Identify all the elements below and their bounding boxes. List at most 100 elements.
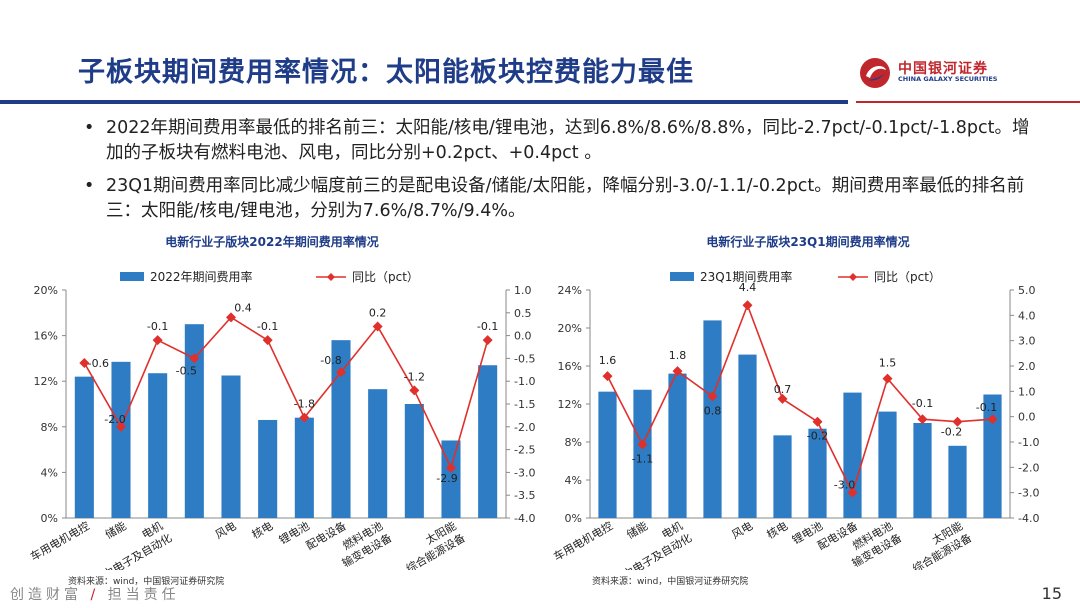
y-right-tick-label: -4.0	[1018, 512, 1039, 525]
bullet-dot-icon: •	[84, 118, 95, 138]
line-point-10	[446, 462, 456, 473]
bar-9	[913, 423, 932, 518]
data-label-4: 0.4	[234, 301, 252, 314]
title-underline-accent	[856, 101, 1080, 103]
data-label-7: -3.0	[834, 479, 855, 492]
line-point-3	[707, 391, 718, 402]
y-right-tick-label: 3.0	[1018, 335, 1036, 348]
y-right-tick-label: 2.0	[1018, 360, 1036, 373]
line-point-6	[299, 412, 310, 423]
data-label-0: 1.6	[599, 354, 617, 367]
data-label-10: -0.2	[941, 426, 962, 439]
y-left-tick-label: 4%	[41, 466, 58, 479]
y-right-tick-label: -0.5	[514, 352, 535, 365]
bar-7	[331, 340, 351, 518]
y-right-tick-label: -1.0	[1018, 436, 1039, 449]
y-right-tick-label: -1.5	[514, 398, 535, 411]
data-label-10: -2.9	[436, 472, 457, 485]
bar-6	[808, 428, 827, 518]
line-point-5	[262, 335, 273, 346]
bar-11	[983, 394, 1002, 518]
y-left-tick-label: 4%	[565, 474, 582, 487]
line-point-7	[336, 367, 346, 378]
chart-title: 电新行业子版块23Q1期间费用率情况	[706, 234, 909, 249]
data-label-2: 1.8	[669, 349, 687, 362]
chart-23q1-svg: 电新行业子版块23Q1期间费用率情况 23Q1期间费用率 同比（pct） 0% 4% 8%…	[551, 234, 1040, 587]
data-label-5: -0.1	[257, 320, 278, 333]
y-right-tick-label: -3.0	[1018, 487, 1039, 500]
bullet-item: • 23Q1期间费用率同比减少幅度前三的是配电设备/储能/太阳能，降幅分别-3.…	[84, 174, 1034, 224]
title-underline	[0, 100, 848, 104]
y-right-tick-label: -3.5	[514, 489, 535, 502]
bar-11	[478, 365, 498, 518]
line-point-9	[409, 385, 420, 396]
y-right-tick-label: 0.0	[514, 330, 532, 343]
data-label-6: -1.8	[294, 398, 315, 411]
page-number: 15	[1041, 584, 1062, 603]
data-label-9: -1.2	[404, 370, 425, 383]
y-left-tick-label: 16%	[558, 360, 582, 373]
bar-0	[74, 376, 94, 518]
y-left-tick-label: 20%	[558, 322, 582, 335]
chart-2022-expense-ratio: 电新行业子版块2022年期间费用率情况 2022年期间费用率 同比（pct） 0% 4%…	[0, 230, 540, 587]
y-left-tick-label: 20%	[34, 284, 58, 297]
line-point-6	[812, 416, 823, 427]
category-label-4: 风电	[213, 519, 239, 541]
line-point-11	[987, 414, 998, 425]
slogan-slash: /	[90, 587, 100, 603]
y-left-tick-label: 8%	[565, 436, 582, 449]
bar-10	[948, 445, 967, 518]
line-point-4	[742, 300, 753, 311]
y-right-tick-label: 1.0	[1018, 385, 1036, 398]
line-point-9	[917, 414, 928, 425]
category-label-2: 电力电子及自动化	[91, 530, 174, 570]
series-line	[83, 316, 489, 471]
y-right-tick-label: -2.0	[514, 421, 535, 434]
y-right-tick-label: -2.5	[514, 444, 535, 457]
y-left-tick-label: 12%	[34, 375, 58, 388]
y-left-tick-label: 16%	[34, 330, 58, 343]
legend-bar-label: 23Q1期间费用率	[700, 269, 792, 284]
logo-english-name: CHINA GALAXY SECURITIES	[898, 75, 998, 83]
bar-6	[294, 417, 314, 518]
y-right-tick-label: -3.0	[514, 466, 535, 479]
series-line	[606, 302, 993, 495]
category-label-1: 储能	[624, 518, 650, 541]
y-right-tick-label: 1.0	[514, 284, 532, 297]
data-label-5: 0.7	[774, 383, 792, 396]
source-note-right: 资料来源：wind，中国银河证券研究院	[592, 577, 749, 587]
data-label-1: -2.0	[104, 413, 125, 426]
line-point-4	[226, 312, 236, 323]
footer-slogan: 创造财富 / 担当责任	[10, 584, 180, 604]
page-title: 子板块期间费用率情况：太阳能板块控费能力最佳	[78, 57, 694, 88]
legend-bar-swatch	[670, 272, 694, 281]
data-label-8: 0.2	[369, 306, 387, 319]
bar-8	[878, 411, 897, 518]
bar-8	[368, 389, 388, 518]
summary-bullets: • 2022年期间费用率最低的排名前三：太阳能/核电/锂电池，达到6.8%/8.…	[84, 116, 1034, 232]
category-label-0: 车用电机电控	[28, 518, 92, 563]
data-label-11: -0.1	[477, 320, 498, 333]
line-point-1	[116, 421, 126, 432]
line-point-11	[482, 335, 493, 346]
bar-5	[258, 419, 278, 518]
category-label-1: 储能	[102, 518, 128, 541]
y-right-tick-label: -4.0	[514, 512, 535, 525]
data-label-2: -0.1	[147, 320, 168, 333]
y-right-tick-label: -1.0	[514, 375, 535, 388]
legend-line-marker	[327, 273, 335, 281]
bar-1	[111, 361, 131, 518]
legend-line-marker	[849, 273, 857, 281]
line-point-2	[152, 335, 163, 346]
y-left-tick-label: 12%	[558, 398, 582, 411]
y-left-tick-label: 0%	[565, 512, 582, 525]
source-note-left: 资料来源：wind，中国银河证券研究院	[68, 577, 225, 587]
galaxy-logo-icon	[860, 58, 890, 88]
category-label-2: 电力电子及自动化	[611, 530, 694, 570]
line-point-0	[602, 371, 613, 382]
slogan-right: 担当责任	[107, 587, 180, 603]
y-left-tick-label: 24%	[558, 284, 582, 297]
data-label-0: -0.6	[88, 357, 109, 370]
line-point-1	[637, 439, 648, 450]
y-right-tick-label: 0.0	[1018, 411, 1036, 424]
